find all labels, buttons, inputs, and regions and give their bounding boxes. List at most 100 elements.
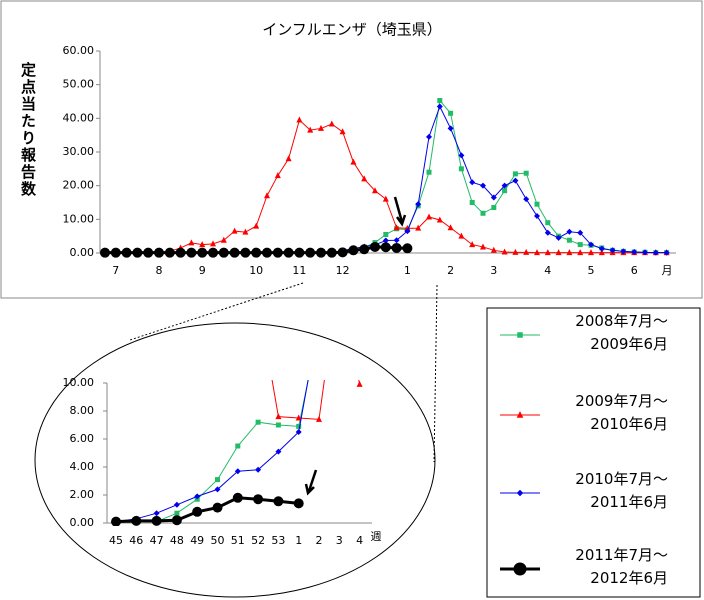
x-tick-label: 7: [112, 264, 119, 277]
marker: [348, 245, 359, 256]
marker: [296, 116, 303, 123]
marker: [164, 247, 175, 258]
marker: [285, 155, 292, 162]
marker: [404, 228, 411, 235]
plot: [100, 97, 670, 258]
marker: [215, 477, 220, 483]
marker: [566, 249, 573, 256]
marker: [350, 158, 357, 165]
marker: [436, 103, 443, 110]
arrow: [393, 196, 407, 227]
x-tick-label: 12: [336, 264, 350, 277]
marker: [588, 249, 594, 256]
y-tick-label: 40.00: [63, 111, 95, 124]
marker: [402, 243, 413, 254]
marker: [173, 501, 180, 508]
marker: [501, 182, 508, 189]
marker: [283, 247, 294, 258]
marker: [316, 317, 322, 323]
marker: [272, 247, 283, 258]
marker: [516, 489, 524, 497]
marker: [447, 224, 454, 231]
marker: [339, 128, 346, 135]
marker: [316, 247, 326, 258]
x-tick-label: 47: [150, 534, 164, 547]
marker: [490, 194, 497, 201]
marker: [273, 496, 284, 507]
marker: [264, 192, 270, 199]
x-axis-label: 月: [662, 264, 673, 277]
marker: [544, 249, 551, 256]
marker: [516, 411, 524, 418]
marker: [631, 248, 638, 255]
marker: [316, 415, 322, 422]
x-tick-label: 2: [316, 534, 323, 547]
marker: [663, 249, 670, 256]
marker: [393, 237, 400, 244]
marker: [317, 325, 322, 330]
marker: [143, 247, 154, 258]
marker: [544, 229, 551, 236]
marker: [490, 246, 497, 253]
marker: [121, 247, 132, 258]
y-tick-label: 50.00: [63, 78, 95, 91]
marker: [415, 201, 422, 208]
zoom-connector: [433, 284, 438, 463]
y-tick-label: 20.00: [63, 179, 95, 192]
plot: [111, 317, 363, 526]
marker: [326, 247, 337, 258]
marker: [426, 213, 432, 220]
marker: [523, 196, 530, 203]
x-tick-label: 50: [211, 534, 225, 547]
marker: [188, 239, 195, 246]
marker: [512, 171, 518, 177]
y-axis-label: 定点当たり報告数: [19, 62, 37, 198]
marker: [194, 493, 201, 500]
marker: [577, 242, 583, 248]
legend-label: 2011年7月～ 2012年6月: [575, 546, 668, 587]
marker: [393, 224, 400, 231]
x-tick-label: 51: [231, 534, 245, 547]
y-tick-label: 60.00: [63, 44, 95, 57]
marker: [275, 422, 281, 428]
legend-label: 2008年7月～ 2009年6月: [575, 312, 668, 353]
marker: [620, 248, 627, 255]
x-tick-label: 53: [271, 534, 285, 547]
y-tick-label: 30.00: [63, 145, 95, 158]
marker: [383, 231, 389, 237]
x-tick-label: 5: [588, 264, 595, 277]
zoom-frame: [34, 322, 436, 598]
y-tick-label: 10.00: [63, 376, 95, 389]
marker: [370, 241, 380, 252]
x-tick-label: 8: [156, 264, 163, 277]
y-tick-label: 8.00: [70, 404, 95, 417]
marker: [111, 516, 121, 526]
marker: [566, 237, 572, 243]
marker: [382, 195, 389, 202]
marker: [566, 228, 573, 235]
y-tick-label: 6.00: [70, 432, 95, 445]
marker: [382, 237, 389, 244]
marker: [229, 247, 240, 258]
marker: [491, 205, 497, 211]
x-tick-label: 10: [249, 264, 263, 277]
marker: [502, 188, 508, 194]
marker: [469, 200, 475, 205]
marker: [210, 240, 216, 247]
marker: [447, 125, 454, 132]
marker: [192, 506, 203, 517]
marker: [240, 247, 251, 258]
series-line: [115, 496, 299, 524]
marker: [296, 423, 302, 429]
legend-frame: [486, 307, 701, 598]
marker: [359, 244, 370, 255]
marker: [380, 242, 391, 253]
marker: [100, 247, 110, 258]
marker: [220, 236, 227, 243]
marker: [199, 241, 206, 248]
marker: [234, 468, 241, 475]
marker: [151, 515, 162, 526]
marker: [458, 152, 465, 159]
marker: [480, 210, 486, 216]
